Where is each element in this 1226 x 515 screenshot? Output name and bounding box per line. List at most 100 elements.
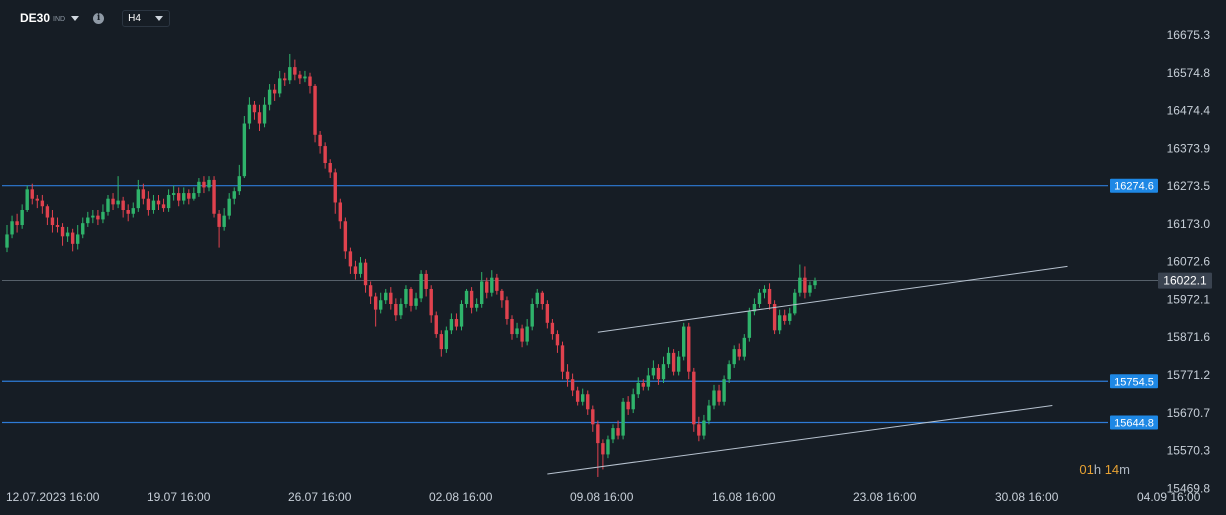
candle-up — [636, 382, 640, 395]
horizontal-levels: 16274.6 15754.5 15644.8 16022.1 — [2, 178, 1212, 430]
candle-down — [187, 193, 191, 199]
current-price-label: 16022.1 — [1163, 274, 1207, 288]
candles — [5, 53, 817, 477]
x-tick-label: 12.07.2023 16:00 — [6, 490, 100, 504]
candle-down — [550, 322, 555, 335]
trendline — [597, 265, 1068, 333]
candle-down — [313, 85, 317, 135]
candle-down — [394, 304, 398, 316]
candle-down — [338, 202, 342, 222]
chevron-down-icon[interactable] — [71, 15, 80, 21]
candle-up — [182, 193, 186, 201]
candle-up — [247, 104, 252, 124]
candle-up — [171, 193, 176, 195]
candle-up — [101, 211, 105, 220]
level-badge-label: 16274.6 — [1114, 181, 1154, 193]
candle-up — [81, 223, 85, 235]
candle-down — [318, 134, 322, 147]
y-tick-label: 16072.6 — [1167, 255, 1211, 269]
candle-countdown: 01h 14m — [1079, 462, 1130, 477]
chevron-down-icon — [154, 15, 163, 21]
candle-up — [621, 401, 625, 436]
candle-down — [177, 193, 181, 201]
candle-down — [439, 334, 443, 350]
candle-up — [20, 210, 24, 226]
candle-down — [50, 217, 55, 226]
info-icon[interactable]: i — [93, 12, 105, 24]
candle-down — [96, 215, 100, 220]
candle-up — [278, 78, 282, 94]
candle-down — [565, 371, 570, 380]
candle-up — [86, 217, 90, 224]
candle-up — [808, 285, 812, 293]
candle-down — [323, 146, 327, 163]
timeframe-select[interactable]: H4 — [122, 9, 170, 27]
candle-down — [202, 181, 206, 188]
candle-down — [308, 76, 312, 86]
candle-up — [661, 364, 666, 380]
candle-up — [116, 200, 120, 205]
candle-up — [131, 208, 135, 214]
candle-up — [449, 319, 454, 331]
y-tick-label: 16173.0 — [1167, 217, 1211, 231]
candle-down — [328, 163, 332, 173]
y-tick-label: 16574.8 — [1167, 66, 1211, 80]
candle-up — [222, 215, 226, 227]
candle-down — [575, 390, 580, 402]
candle-up — [581, 394, 585, 402]
candle-up — [419, 273, 423, 299]
candle-up — [702, 420, 706, 436]
candle-up — [414, 298, 418, 306]
candle-down — [45, 206, 50, 218]
candle-down — [692, 371, 696, 425]
symbol-name[interactable]: DE30 — [20, 11, 51, 25]
y-tick-label: 15871.6 — [1167, 330, 1211, 344]
candle-up — [166, 194, 171, 209]
candle-up — [76, 234, 80, 244]
candle-down — [161, 204, 166, 209]
candle-down — [505, 300, 509, 320]
y-tick-label: 15670.7 — [1167, 406, 1211, 420]
candle-down — [510, 319, 514, 335]
candle-down — [333, 172, 337, 203]
candle-up — [384, 292, 388, 301]
candle-down — [737, 349, 741, 357]
time-axis: 12.07.2023 16:00 19.07 16:00 26.07 16:00 02… — [6, 490, 1201, 504]
candle-up — [404, 288, 408, 304]
candle-down — [409, 288, 413, 306]
candle-up — [762, 288, 767, 293]
candle-up — [303, 76, 307, 79]
candle-up — [399, 304, 403, 316]
candle-down — [126, 210, 130, 214]
candle-up — [707, 405, 711, 421]
countdown-minutes: 14 — [1104, 462, 1120, 477]
candle-up — [727, 364, 731, 380]
y-tick-label: 16273.5 — [1167, 179, 1211, 193]
candle-down — [55, 225, 60, 227]
candle-up — [288, 67, 292, 81]
timeframe-label: H4 — [128, 12, 141, 24]
candle-down — [555, 334, 560, 346]
candle-up — [197, 181, 201, 194]
candle-down — [687, 326, 691, 372]
candle-down — [520, 328, 524, 342]
candle-up — [10, 221, 14, 235]
candle-up — [242, 123, 247, 177]
level-badge — [1110, 178, 1158, 193]
candle-up — [788, 313, 792, 321]
candle-down — [389, 292, 393, 304]
trendlines — [547, 265, 1068, 475]
candle-up — [358, 262, 363, 274]
candle-down — [15, 221, 19, 226]
candle-down — [469, 290, 474, 308]
candle-up — [742, 337, 746, 357]
y-tick-label: 15469.8 — [1167, 481, 1211, 495]
candle-down — [363, 262, 368, 286]
candle-down — [591, 409, 595, 425]
candle-down — [212, 179, 216, 214]
candle-down — [616, 428, 620, 436]
candle-down — [293, 67, 297, 75]
candle-down — [717, 390, 721, 402]
